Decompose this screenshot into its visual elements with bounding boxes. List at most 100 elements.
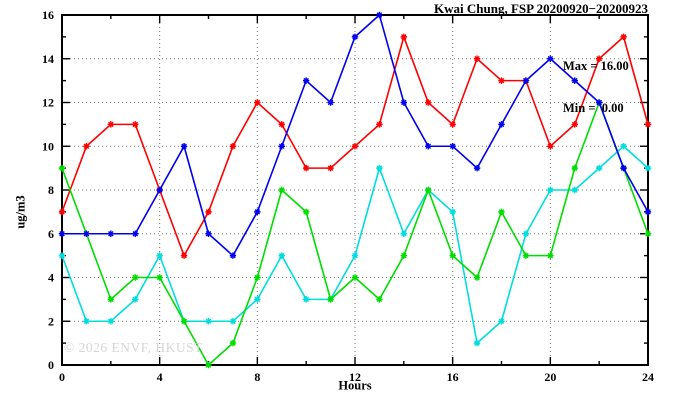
green-data-marker (327, 296, 334, 303)
x-tick-label: 12 (349, 370, 361, 384)
red-data-marker (254, 99, 261, 106)
y-tick-label: 4 (48, 271, 54, 285)
cyan-data-marker (620, 143, 627, 150)
blue-data-marker (620, 164, 627, 172)
green-data-marker (547, 252, 554, 259)
cyan-data-marker (595, 164, 603, 172)
red-data-marker (644, 121, 652, 128)
green-data-marker (351, 274, 359, 281)
cyan-data-marker (132, 296, 139, 303)
blue-data-marker (473, 164, 481, 172)
x-tick-label: 4 (157, 370, 163, 384)
blue-data-marker (58, 230, 66, 237)
x-tick-label: 0 (59, 370, 65, 384)
green-data-marker (132, 274, 139, 281)
cyan-data-marker (156, 252, 163, 259)
blue-data-marker (400, 99, 408, 106)
blue-data-marker (351, 33, 359, 41)
green-data-marker (205, 361, 212, 369)
y-tick-label: 6 (48, 227, 54, 241)
red-data-marker (327, 164, 334, 172)
chart-title: Kwai Chung, FSP 20200920−20200923 (434, 1, 648, 16)
red-data-marker (376, 121, 383, 128)
blue-data-marker (595, 99, 603, 106)
green-data-marker (58, 164, 66, 172)
red-data-marker (571, 121, 578, 128)
green-data-marker (107, 296, 115, 303)
cyan-data-marker (58, 252, 66, 259)
cyan-data-marker (498, 318, 505, 325)
blue-data-marker (180, 143, 188, 150)
y-tick-label: 2 (48, 314, 54, 328)
blue-data-marker (425, 143, 432, 150)
cyan-data-marker (205, 318, 212, 325)
green-data-marker (254, 274, 261, 281)
blue-data-marker (376, 11, 383, 19)
y-tick-label: 10 (42, 139, 54, 153)
blue-data-marker (571, 77, 578, 84)
min-value-label: Min = 0.00 (563, 101, 624, 115)
cyan-data-marker (644, 164, 652, 172)
y-tick-label: 14 (42, 52, 54, 66)
cyan-data-marker (522, 230, 530, 237)
green-series-line (61, 100, 649, 367)
red-data-marker (351, 143, 359, 150)
blue-data-marker (83, 230, 90, 237)
x-axis-label: Hours (338, 378, 372, 393)
cyan-data-marker (571, 186, 578, 194)
max-value-label: Max = 16.00 (563, 59, 629, 73)
cyan-data-marker (376, 164, 383, 172)
x-tick-label: 20 (544, 370, 556, 384)
green-data-marker (156, 274, 163, 281)
y-tick-label: 16 (42, 8, 54, 22)
red-data-marker (180, 252, 188, 259)
red-data-marker (425, 99, 432, 106)
cyan-data-marker (302, 296, 310, 303)
cyan-data-marker (83, 318, 90, 325)
red-data-marker (107, 121, 115, 128)
y-tick-label: 12 (42, 96, 54, 110)
red-data-marker (498, 77, 505, 84)
x-tick-label: 24 (642, 370, 654, 384)
cyan-data-marker (547, 186, 554, 194)
green-data-marker (498, 208, 505, 216)
red-data-marker (229, 143, 237, 150)
red-data-marker (400, 33, 408, 41)
blue-data-marker (156, 186, 163, 194)
blue-data-marker (644, 208, 652, 216)
red-data-marker (278, 121, 285, 128)
green-data-marker (278, 186, 285, 194)
cyan-data-marker (278, 252, 285, 259)
red-data-marker (58, 208, 66, 216)
blue-data-marker (229, 252, 237, 259)
red-data-marker (83, 143, 90, 150)
cyan-data-marker (107, 318, 115, 325)
green-data-marker (376, 296, 383, 303)
blue-data-marker (302, 77, 310, 84)
red-data-marker (449, 121, 456, 128)
green-data-marker (522, 252, 530, 259)
watermark-text: © 2026 ENVF, HKUST (64, 340, 203, 355)
y-tick-label: 8 (48, 183, 54, 197)
red-data-marker (132, 121, 139, 128)
blue-data-marker (278, 143, 285, 150)
green-data-marker (400, 252, 408, 259)
red-data-marker (302, 164, 310, 172)
blue-data-marker (498, 121, 505, 128)
green-data-marker (302, 208, 310, 216)
red-data-marker (547, 143, 554, 150)
red-data-marker (205, 208, 212, 216)
green-data-marker (473, 274, 481, 281)
blue-data-marker (327, 99, 334, 106)
y-tick-label: 0 (48, 358, 54, 372)
cyan-data-marker (229, 318, 237, 325)
blue-data-marker (205, 230, 212, 237)
red-data-marker (595, 55, 603, 62)
cyan-data-marker (400, 230, 408, 237)
y-axis-label: ug/m3 (13, 195, 28, 229)
green-data-marker (571, 164, 578, 172)
stats-legend: Max = 16.00 Min = 0.00 (563, 31, 629, 143)
cyan-data-marker (473, 339, 481, 347)
